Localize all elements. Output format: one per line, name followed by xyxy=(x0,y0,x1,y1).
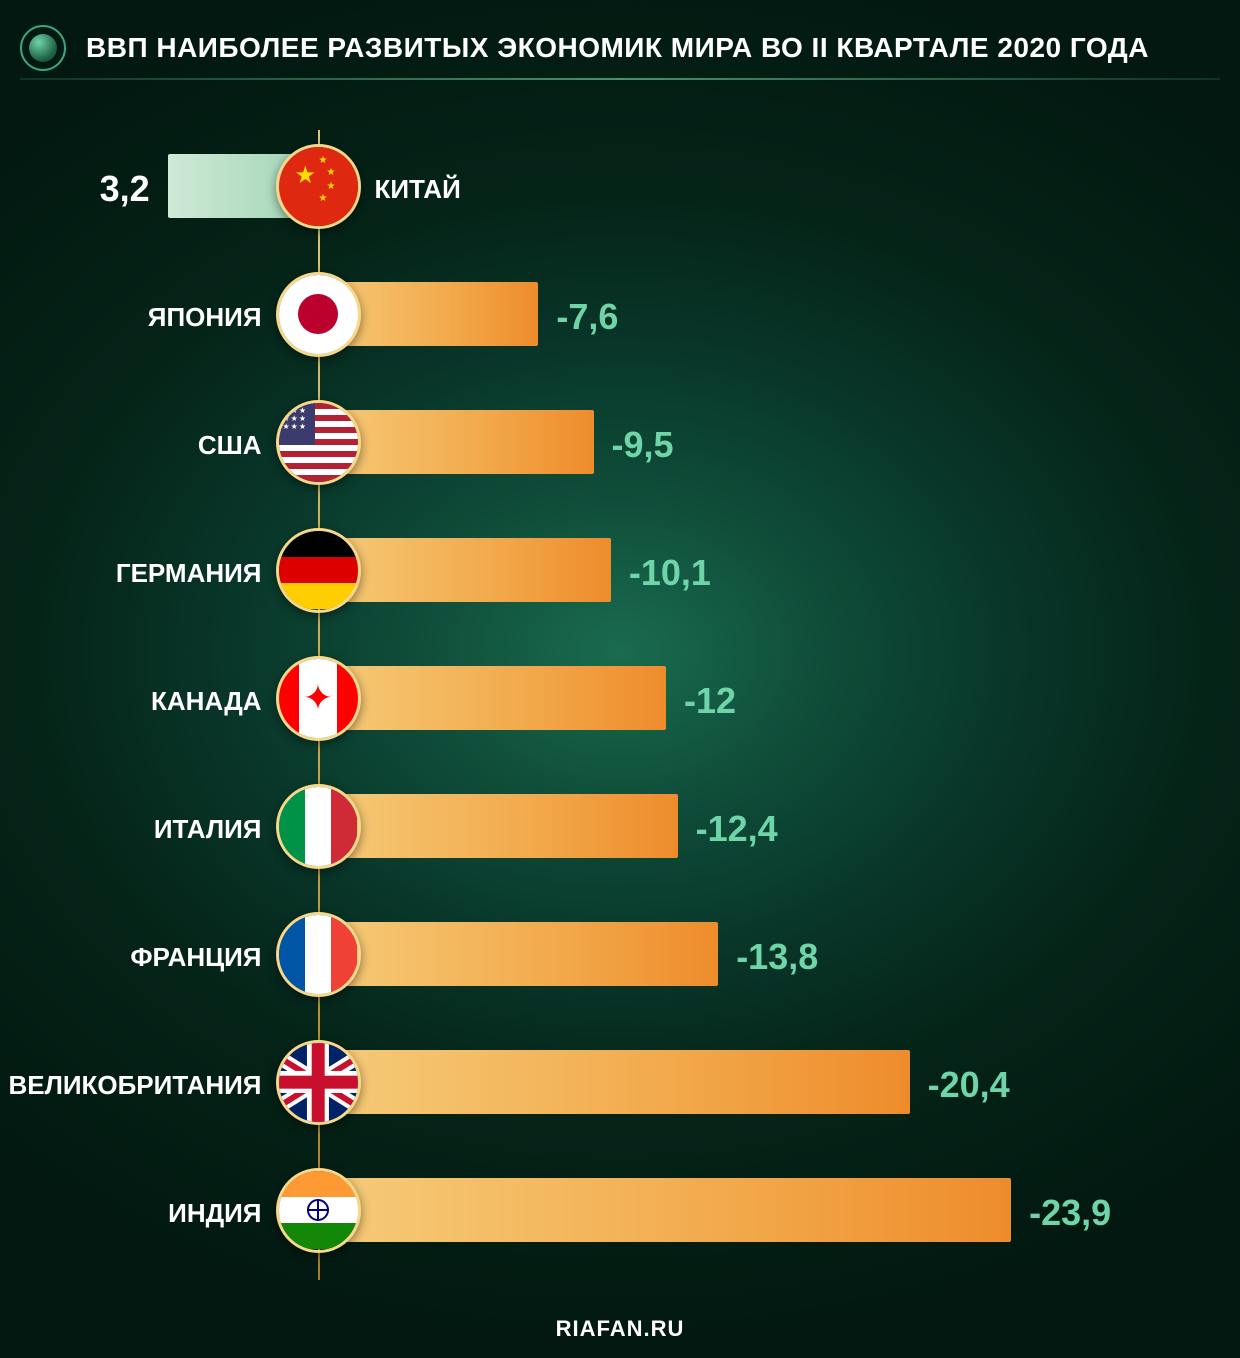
chart-title: ВВП НАИБОЛЕЕ РАЗВИТЫХ ЭКОНОМИК МИРА ВО I… xyxy=(86,32,1149,64)
bar-negative xyxy=(318,1050,910,1114)
value-label: -9,5 xyxy=(612,424,674,466)
bar-negative xyxy=(318,794,678,858)
flag-icon xyxy=(276,1040,361,1125)
header-divider xyxy=(20,78,1220,80)
flag-icon xyxy=(276,784,361,869)
chart-row: ВЕЛИКОБРИТАНИЯ -20,4 xyxy=(0,1036,1240,1128)
flag-icon: ★★★★★★★★★ xyxy=(276,400,361,485)
flag-icon: ✦ xyxy=(276,656,361,741)
footer-attribution: RIAFAN.RU xyxy=(0,1316,1240,1342)
chart-row: ИНДИЯ -23,9 xyxy=(0,1164,1240,1256)
chart-row: ✦ КАНАДА -12 xyxy=(0,652,1240,744)
bar-negative xyxy=(318,538,611,602)
bar-negative xyxy=(318,1178,1011,1242)
chart-row: ГЕРМАНИЯ -10,1 xyxy=(0,524,1240,616)
value-label: -10,1 xyxy=(629,552,711,594)
value-label: -20,4 xyxy=(928,1064,1010,1106)
chart-row: ★ ★ ★ ★ ★ КИТАЙ 3,2 xyxy=(0,140,1240,232)
flag-icon xyxy=(276,528,361,613)
infographic-canvas: ВВП НАИБОЛЕЕ РАЗВИТЫХ ЭКОНОМИК МИРА ВО I… xyxy=(0,0,1240,1358)
flag-icon xyxy=(276,1168,361,1253)
country-label: ВЕЛИКОБРИТАНИЯ xyxy=(8,1070,261,1101)
country-label: ЯПОНИЯ xyxy=(148,302,262,333)
country-label: США xyxy=(198,430,262,461)
country-label: КИТАЙ xyxy=(375,174,461,205)
header: ВВП НАИБОЛЕЕ РАЗВИТЫХ ЭКОНОМИК МИРА ВО I… xyxy=(0,14,1240,82)
flag-icon xyxy=(276,272,361,357)
country-label: КАНАДА xyxy=(151,686,261,717)
chart-row: ЯПОНИЯ -7,6 xyxy=(0,268,1240,360)
chart-row: ФРАНЦИЯ -13,8 xyxy=(0,908,1240,1000)
bar-negative xyxy=(318,666,666,730)
bar-negative xyxy=(318,922,718,986)
value-label: -12 xyxy=(684,680,736,722)
chart-row: ★★★★★★★★★ США -9,5 xyxy=(0,396,1240,488)
country-label: ИНДИЯ xyxy=(168,1198,261,1229)
flag-icon: ★ ★ ★ ★ ★ xyxy=(276,144,361,229)
value-label: 3,2 xyxy=(100,168,150,210)
country-label: ФРАНЦИЯ xyxy=(130,942,261,973)
country-label: ГЕРМАНИЯ xyxy=(116,558,262,589)
chart-row: ИТАЛИЯ -12,4 xyxy=(0,780,1240,872)
value-label: -13,8 xyxy=(736,936,818,978)
country-label: ИТАЛИЯ xyxy=(154,814,262,845)
value-label: -23,9 xyxy=(1029,1192,1111,1234)
flag-icon xyxy=(276,912,361,997)
value-label: -12,4 xyxy=(696,808,778,850)
value-label: -7,6 xyxy=(556,296,618,338)
bar-chart: ★ ★ ★ ★ ★ КИТАЙ 3,2 ЯПОНИЯ -7,6 ★★★★★★★★★ … xyxy=(0,130,1240,1298)
logo-icon xyxy=(20,25,66,71)
